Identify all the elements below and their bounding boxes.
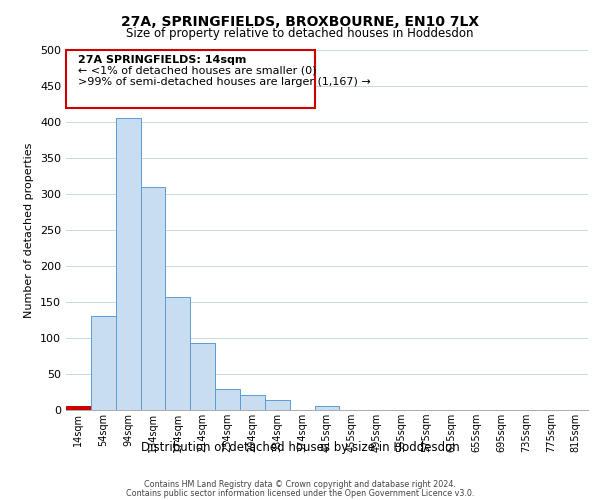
Bar [190,343,215,410]
Bar [215,389,240,410]
Text: 27A, SPRINGFIELDS, BROXBOURNE, EN10 7LX: 27A, SPRINGFIELDS, BROXBOURNE, EN10 7LX [121,15,479,29]
Bar [116,118,140,410]
Text: Size of property relative to detached houses in Hoddesdon: Size of property relative to detached ho… [126,28,474,40]
Text: Contains HM Land Registry data © Crown copyright and database right 2024.: Contains HM Land Registry data © Crown c… [144,480,456,489]
Bar [66,406,91,410]
Bar [66,50,314,108]
Text: >99% of semi-detached houses are larger (1,167) →: >99% of semi-detached houses are larger … [79,78,371,88]
Text: ← <1% of detached houses are smaller (0): ← <1% of detached houses are smaller (0) [79,66,317,76]
Text: Contains public sector information licensed under the Open Government Licence v3: Contains public sector information licen… [126,488,474,498]
Text: 27A SPRINGFIELDS: 14sqm: 27A SPRINGFIELDS: 14sqm [79,55,247,65]
Bar [91,316,116,410]
Bar [140,187,166,410]
Bar [265,400,290,410]
Y-axis label: Number of detached properties: Number of detached properties [25,142,34,318]
Bar [240,395,265,410]
Bar [166,297,190,410]
Bar [314,406,340,410]
Text: Distribution of detached houses by size in Hoddesdon: Distribution of detached houses by size … [140,441,460,454]
